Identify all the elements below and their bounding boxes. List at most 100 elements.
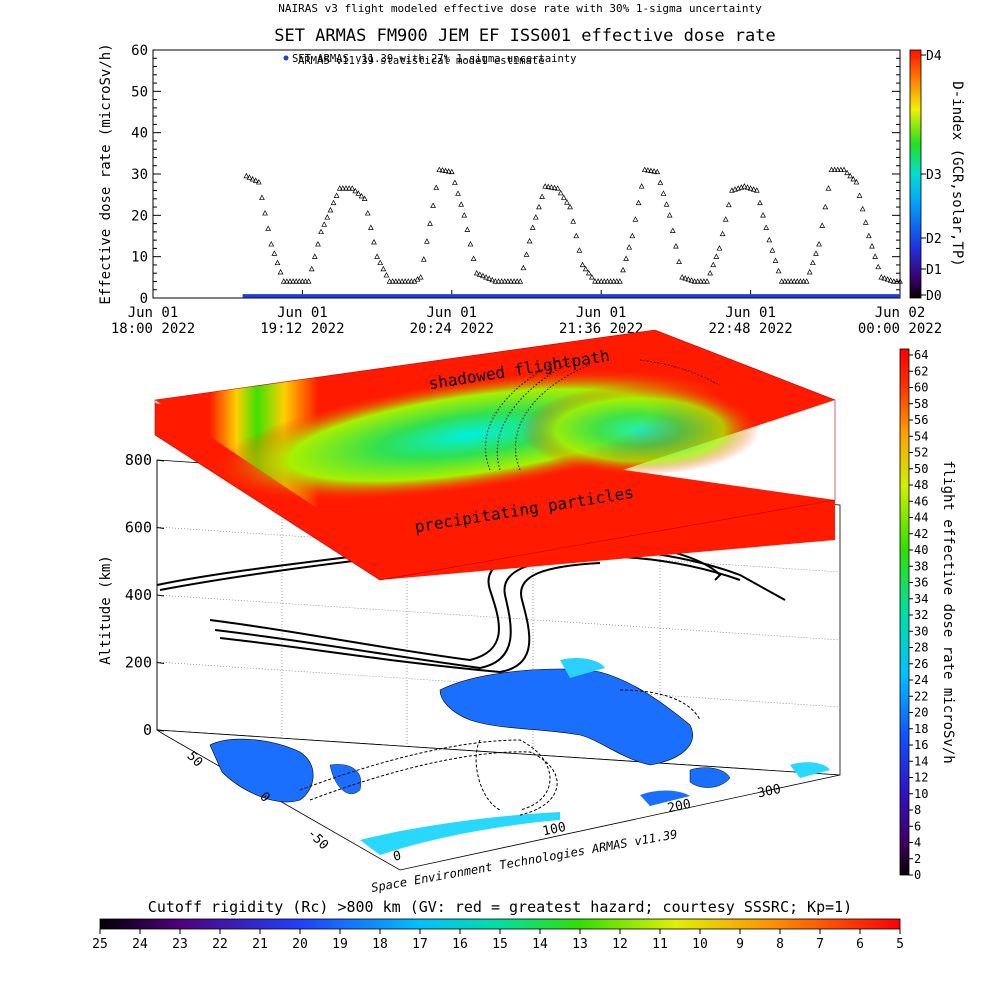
world-map — [209, 657, 830, 855]
model-triangle-marker — [825, 185, 832, 191]
x-tick-label-time: 00:00 2022 — [858, 321, 942, 337]
dose-tick-label: 26 — [914, 657, 928, 671]
dose-tick-label: 18 — [914, 722, 928, 736]
ground-track — [299, 689, 701, 816]
model-triangle-marker — [573, 232, 580, 239]
cutoff-rigidity-title: Cutoff rigidity (Rc) >800 km (GV: red = … — [148, 898, 852, 916]
model-triangle-marker — [663, 201, 670, 207]
model-triangle-marker — [582, 265, 589, 272]
model-triangle-marker — [467, 241, 474, 247]
model-triangle-marker — [542, 183, 549, 189]
model-triangle-marker — [389, 278, 396, 284]
model-triangle-marker — [794, 278, 801, 284]
rc-tick-label: 12 — [612, 937, 628, 952]
model-triangle-marker — [392, 278, 399, 284]
legend-marker-armas — [283, 55, 289, 61]
dose-tick-label: 58 — [914, 397, 928, 411]
model-triangle-marker — [324, 214, 331, 220]
x-axis-3d-ticks: 0 100 200 300 — [392, 782, 782, 865]
model-triangle-marker — [296, 278, 303, 284]
model-triangle-marker — [588, 274, 595, 280]
d-index-tick-label: D4 — [926, 49, 942, 64]
rc-tick-label: 17 — [412, 937, 428, 952]
model-triangle-marker — [461, 212, 468, 218]
model-triangle-marker — [813, 250, 819, 256]
model-triangle-marker — [277, 268, 284, 275]
model-triangle-marker — [623, 255, 629, 261]
model-triangle-marker — [252, 177, 259, 183]
model-triangle-marker — [476, 271, 483, 277]
model-triangle-marker — [616, 278, 623, 284]
dose-tick-label: 30 — [914, 624, 928, 638]
rc-tick-label: 23 — [172, 937, 188, 952]
dose-rate-slab: shadowed flightpath precipitating partic… — [154, 329, 836, 581]
model-triangle-marker — [280, 278, 287, 284]
x-tick-label-time: 18:00 2022 — [111, 321, 195, 337]
model-triangle-marker — [778, 278, 785, 284]
model-triangle-marker — [517, 278, 524, 284]
dose-tick-label: 4 — [914, 836, 921, 850]
model-triangle-marker — [265, 225, 272, 231]
x-tick-label-time: 21:36 2022 — [559, 321, 643, 337]
rc-tick-label: 8 — [776, 937, 784, 952]
model-triangle-marker — [673, 243, 679, 249]
model-triangle-marker — [361, 195, 368, 201]
model-triangle-marker — [551, 184, 558, 191]
dose-tick-label: 40 — [914, 543, 928, 557]
dose-tick-label: 20 — [914, 706, 928, 720]
model-triangle-marker — [897, 278, 903, 284]
model-triangle-marker — [676, 258, 682, 264]
rc-tick-label: 15 — [492, 937, 508, 952]
model-triangle-marker — [719, 230, 726, 237]
model-triangle-marker — [837, 166, 844, 173]
model-triangle-marker — [336, 185, 343, 191]
dose-tick-label: 64 — [914, 348, 928, 362]
model-triangle-marker — [592, 278, 598, 284]
model-triangle-marker — [523, 251, 530, 257]
model-triangle-marker — [884, 276, 891, 282]
dose-tick-label: 10 — [914, 787, 928, 801]
model-triangle-marker — [691, 278, 698, 284]
d-index-tick-label: D0 — [926, 289, 942, 304]
rc-tick-label: 11 — [652, 937, 668, 952]
model-triangle-marker — [458, 201, 465, 207]
model-triangle-marker — [492, 278, 499, 284]
model-triangle-marker — [788, 278, 794, 284]
model-triangle-marker — [604, 278, 611, 284]
dose-tick-label: 14 — [914, 754, 928, 768]
model-triangle-marker — [290, 278, 296, 284]
z-tick-mark — [156, 729, 165, 732]
x-tick-label-date: Jun 01 — [427, 305, 478, 321]
model-triangle-marker — [255, 179, 262, 185]
dose-tick-label: 28 — [914, 641, 928, 655]
model-triangle-marker — [445, 168, 452, 174]
model-triangle-marker — [333, 192, 340, 198]
rc-tick-label: 21 — [252, 937, 268, 952]
model-triangle-marker — [878, 274, 885, 280]
model-triangle-marker — [327, 206, 334, 213]
model-triangle-marker — [850, 175, 857, 182]
rc-tick-label: 14 — [532, 937, 548, 952]
z-axis-label: Altitude (km) — [98, 555, 114, 665]
model-triangle-marker — [343, 185, 349, 191]
y-3d-tick-label: -50 — [304, 826, 331, 853]
model-triangle-marker — [243, 172, 250, 179]
model-triangle-marker — [862, 219, 869, 225]
model-triangle-marker — [816, 241, 822, 247]
x-tick-label-date: Jun 01 — [128, 305, 179, 321]
d-index-colorbar-strip — [909, 49, 922, 299]
model-triangle-marker — [564, 199, 570, 205]
rc-tick-label: 6 — [856, 937, 864, 952]
model-triangle-marker — [427, 220, 433, 226]
model-triangle-marker — [781, 278, 788, 284]
x-3d-tick-label: 0 — [392, 848, 403, 864]
dose-tick-label: 44 — [914, 511, 928, 525]
z-tick-label: 400 — [125, 586, 152, 604]
rc-tick-label: 13 — [572, 937, 588, 952]
model-triangle-marker — [386, 278, 393, 284]
d-index-tick-label: D3 — [926, 168, 942, 183]
model-triangle-marker — [775, 267, 782, 274]
model-triangle-marker — [834, 166, 841, 173]
